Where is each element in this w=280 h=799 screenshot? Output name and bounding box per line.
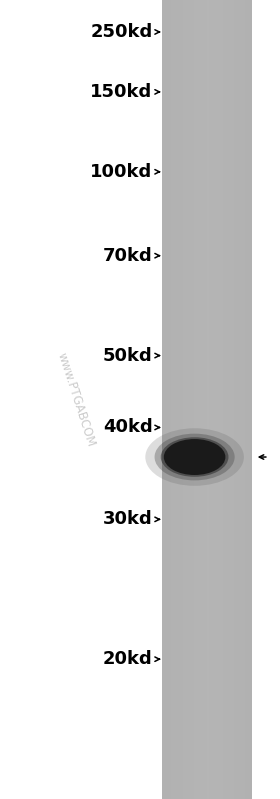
Bar xyxy=(223,0,225,799)
Text: 20kd: 20kd xyxy=(103,650,153,668)
Text: 30kd: 30kd xyxy=(103,511,153,528)
Ellipse shape xyxy=(145,428,244,486)
Bar xyxy=(234,0,236,799)
Text: 40kd: 40kd xyxy=(103,419,153,436)
Bar xyxy=(227,0,230,799)
Bar xyxy=(225,0,227,799)
Text: 250kd: 250kd xyxy=(90,23,153,41)
Bar xyxy=(236,0,239,799)
Bar xyxy=(192,0,194,799)
Bar xyxy=(189,0,192,799)
Bar xyxy=(248,0,250,799)
Bar xyxy=(187,0,189,799)
Bar xyxy=(243,0,245,799)
Bar xyxy=(230,0,232,799)
Bar xyxy=(176,0,178,799)
Bar xyxy=(218,0,221,799)
Text: 50kd: 50kd xyxy=(103,347,153,364)
Bar xyxy=(162,0,165,799)
Bar xyxy=(178,0,180,799)
Bar xyxy=(214,0,216,799)
Ellipse shape xyxy=(161,437,228,477)
Bar xyxy=(183,0,185,799)
Bar xyxy=(194,0,196,799)
Bar xyxy=(171,0,174,799)
Bar xyxy=(207,0,209,799)
Bar xyxy=(221,0,223,799)
Bar xyxy=(196,0,198,799)
Bar xyxy=(162,0,252,799)
Text: 70kd: 70kd xyxy=(103,247,153,264)
Text: 150kd: 150kd xyxy=(90,83,153,101)
Bar xyxy=(169,0,171,799)
Text: www.PTGABCOM: www.PTGABCOM xyxy=(54,351,97,448)
Bar xyxy=(200,0,203,799)
Bar xyxy=(205,0,207,799)
Bar xyxy=(185,0,187,799)
Bar xyxy=(241,0,243,799)
Bar xyxy=(216,0,218,799)
Bar xyxy=(232,0,234,799)
Bar xyxy=(203,0,205,799)
Ellipse shape xyxy=(155,434,235,480)
Bar xyxy=(180,0,183,799)
Bar xyxy=(165,0,167,799)
Ellipse shape xyxy=(164,439,225,475)
Text: 100kd: 100kd xyxy=(90,163,153,181)
Bar xyxy=(167,0,169,799)
Bar xyxy=(250,0,252,799)
Bar xyxy=(209,0,212,799)
Bar xyxy=(212,0,214,799)
Bar xyxy=(198,0,200,799)
Bar xyxy=(174,0,176,799)
Bar xyxy=(239,0,241,799)
Bar xyxy=(245,0,248,799)
